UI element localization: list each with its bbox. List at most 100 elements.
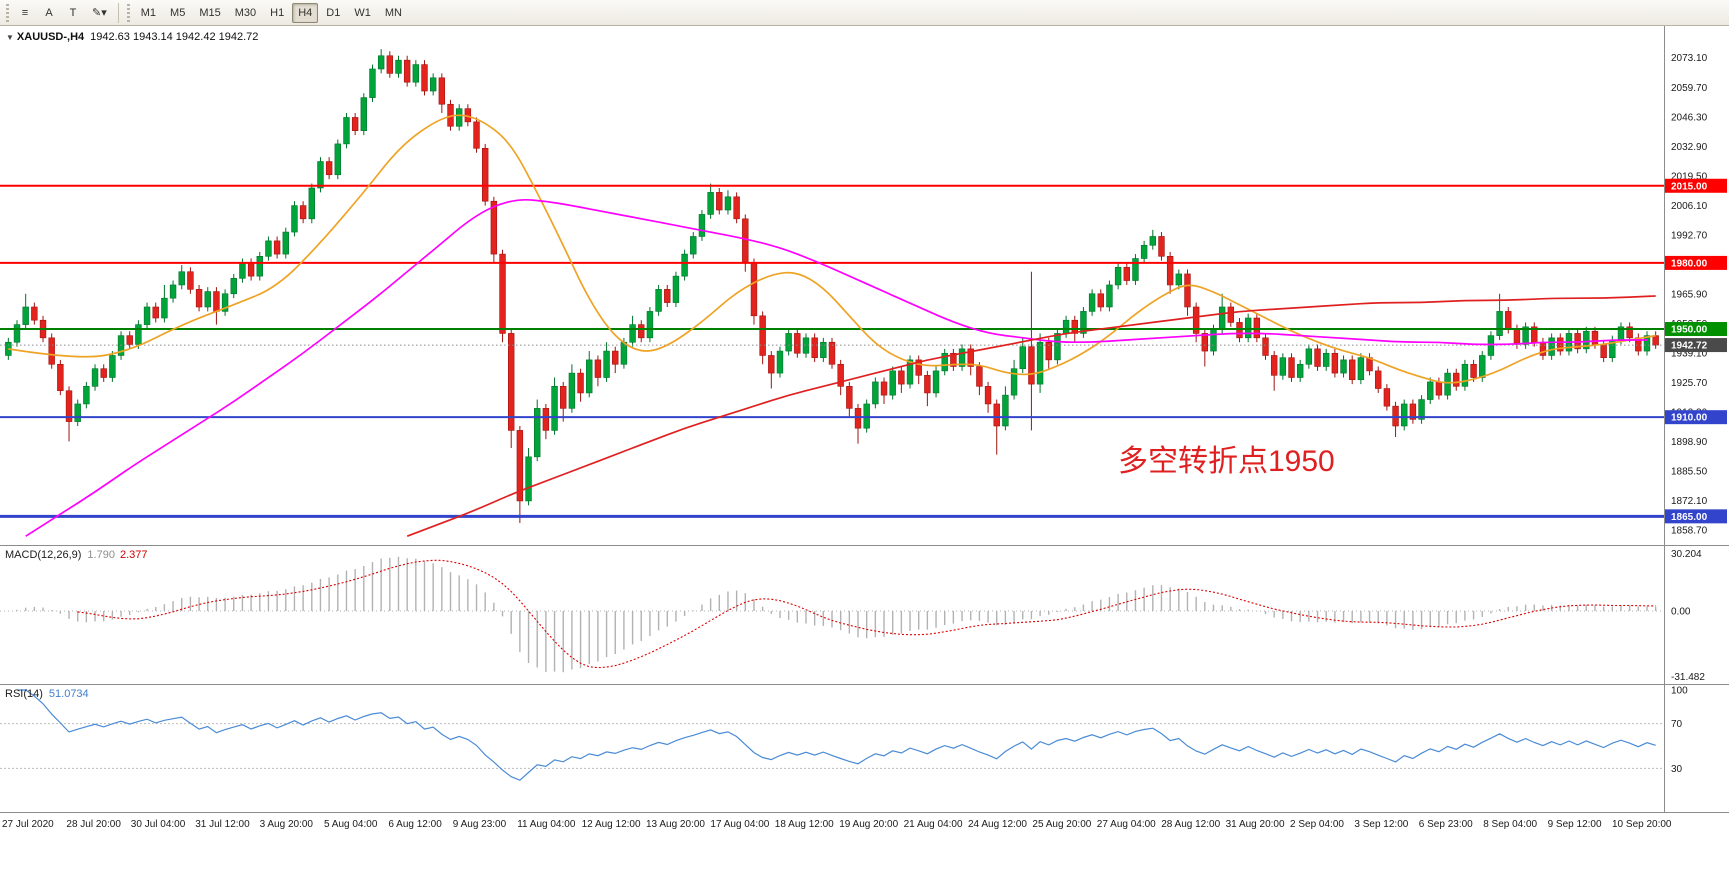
- timeframe-button-m1[interactable]: M1: [140, 6, 157, 19]
- candle: [22, 306, 29, 325]
- time-label: 5 Aug 04:00: [324, 819, 378, 830]
- candle: [1392, 405, 1399, 427]
- candle: [57, 363, 64, 392]
- candle: [1583, 330, 1590, 350]
- rsi-pane[interactable]: 100 70 30: [0, 684, 1729, 812]
- level-lines-layer: [0, 184, 1664, 518]
- chart-text-annotation[interactable]: 多空转折点1950: [1118, 445, 1335, 478]
- time-label: 19 Aug 20:00: [839, 819, 899, 830]
- timeframe-button-d1[interactable]: D1: [326, 6, 341, 19]
- candle: [820, 341, 827, 358]
- candle: [872, 381, 879, 405]
- price-chart[interactable]: 2073.10 2059.70 2046.30 2032.90 2019.50 2006.…: [0, 26, 1729, 545]
- level-1980.00-box: [1665, 255, 1727, 270]
- candle: [672, 275, 680, 303]
- candle: [291, 205, 298, 233]
- timeframe-button-h4[interactable]: H4: [292, 2, 319, 23]
- candle: [317, 161, 324, 189]
- candle: [837, 363, 844, 387]
- draw-tool-icon[interactable]: ✎▾: [92, 7, 107, 19]
- time-label: 12 Aug 12:00: [581, 819, 641, 830]
- candle: [1080, 311, 1087, 334]
- rsi-tick-label: 30: [1671, 764, 1683, 775]
- candle: [1270, 355, 1278, 376]
- ma-fast-line: [8, 114, 1656, 384]
- candle: [1262, 337, 1269, 356]
- candle: [629, 324, 636, 343]
- candle: [403, 59, 411, 83]
- candle: [1036, 341, 1044, 385]
- candle: [1522, 326, 1529, 345]
- toolbar: ≡ A T ✎▾ M1 M5 M15 M30 H1 H4 D1 W1 MN: [0, 0, 1729, 26]
- candle: [386, 55, 394, 74]
- candle: [794, 333, 801, 354]
- candle: [1062, 319, 1070, 334]
- chart-shift-icon[interactable]: ≡: [21, 6, 29, 19]
- candle: [1479, 355, 1486, 378]
- price-chart-pane[interactable]: 2073.10 2059.70 2046.30 2032.90 2019.50 2006.…: [0, 26, 1729, 545]
- candle: [221, 293, 229, 312]
- candle: [846, 386, 853, 409]
- rsi-chart[interactable]: 100 70 30: [0, 684, 1729, 812]
- candle: [1418, 399, 1425, 420]
- price-tick-label: 1898.90: [1671, 437, 1708, 448]
- candle: [551, 386, 558, 431]
- candle: [360, 97, 368, 131]
- price-tick-label: 1925.70: [1671, 378, 1708, 389]
- candle: [74, 403, 81, 422]
- time-label: 28 Jul 20:00: [66, 819, 121, 830]
- candle: [924, 375, 931, 394]
- timeframe-button-m5[interactable]: M5: [170, 6, 186, 19]
- timeframe-button-mn[interactable]: MN: [384, 6, 402, 19]
- candle: [646, 311, 654, 339]
- candle: [941, 352, 948, 372]
- candle: [195, 289, 203, 308]
- timeframe-button-h1[interactable]: H1: [270, 6, 285, 19]
- time-axis[interactable]: 27 Jul 2020 28 Jul 20:00 30 Jul 04:00 31 Ju…: [0, 812, 1729, 843]
- timeframe-button-m15[interactable]: M15: [199, 6, 221, 19]
- macd-pane[interactable]: 30.204 0.00 -31.482: [0, 545, 1729, 684]
- candle: [577, 372, 584, 394]
- candle: [1409, 403, 1417, 420]
- candle: [473, 121, 480, 149]
- candle: [1496, 311, 1503, 336]
- arrow-tool-icon[interactable]: A: [45, 6, 53, 19]
- candle: [1643, 335, 1651, 352]
- text-tool-icon[interactable]: T: [69, 6, 77, 19]
- candle: [1184, 273, 1191, 308]
- candle: [716, 192, 723, 211]
- macd-chart[interactable]: 30.204 0.00 -31.482: [0, 545, 1729, 684]
- timeframe-button-w1[interactable]: W1: [354, 6, 371, 19]
- candle: [282, 231, 289, 255]
- candle: [759, 315, 766, 356]
- candle: [1071, 319, 1078, 334]
- candle: [1132, 258, 1139, 281]
- rsi-tick-label: 100: [1671, 686, 1688, 697]
- candle: [91, 368, 99, 387]
- candle: [1296, 363, 1304, 378]
- rsi-line: [17, 689, 1656, 781]
- candle: [1279, 357, 1287, 376]
- candle: [1253, 317, 1261, 339]
- time-label: 10 Sep 20:00: [1612, 819, 1672, 830]
- candle: [256, 255, 263, 277]
- candle: [542, 408, 550, 431]
- candle: [1444, 372, 1451, 396]
- candle: [742, 218, 749, 264]
- candle: [534, 408, 541, 458]
- rsi-tick-label: 70: [1671, 719, 1683, 730]
- timeframe-button-m30[interactable]: M30: [234, 6, 257, 19]
- candle: [213, 291, 220, 312]
- toolbar-grip[interactable]: [6, 3, 9, 22]
- time-label: 31 Aug 20:00: [1225, 819, 1285, 830]
- candle: [178, 271, 185, 286]
- candle: [100, 368, 107, 378]
- candle: [863, 403, 870, 429]
- level-1865.00-box: [1665, 509, 1727, 524]
- candle: [612, 350, 619, 365]
- price-tick-label: 1965.90: [1671, 289, 1708, 300]
- time-label: 3 Sep 12:00: [1354, 819, 1409, 830]
- candle: [776, 350, 784, 374]
- toolbar-grip[interactable]: [126, 3, 130, 22]
- candle: [1600, 344, 1607, 358]
